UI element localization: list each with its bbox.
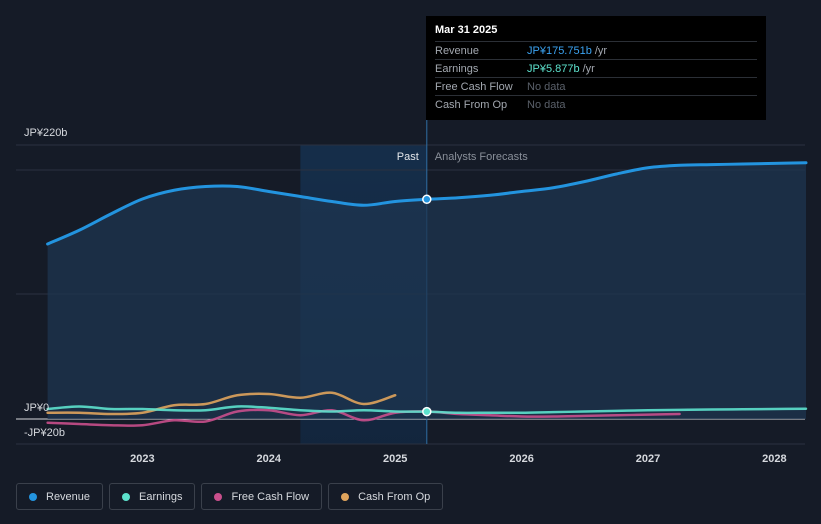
earnings-highlight-point [422,406,432,417]
y-tick-label: -JP¥20b [24,427,65,439]
legend-label: Revenue [46,490,91,503]
legend-item-earnings[interactable]: Earnings [109,483,196,510]
tooltip-row-free-cash-flow: Free Cash Flow No data [435,77,757,95]
revenue-area [47,162,807,419]
tooltip-label: Free Cash Flow [435,80,513,93]
x-tick-label: 2023 [130,453,154,465]
revenue-highlight-point [422,194,432,205]
y-tick-label: JP¥220b [24,127,67,139]
legend: Revenue Earnings Free Cash Flow Cash Fro… [16,483,444,510]
tooltip-row-cash-from-op: Cash From Op No data [435,95,757,113]
x-tick-label: 2025 [383,453,407,465]
free-cash-flow-dot-icon [214,492,223,501]
tooltip-value: No data [527,98,566,111]
tooltip: Mar 31 2025 Revenue JP¥175.751b /yr Earn… [426,16,766,120]
tooltip-unit: /yr [582,62,595,75]
cash-from-op-line [46,391,397,416]
tooltip-label: Revenue [435,44,480,57]
cash-from-op-dot-icon [341,492,350,501]
tooltip-value: JP¥175.751b [527,44,592,57]
y-tick-label: JP¥0 [24,402,49,414]
legend-label: Earnings [139,490,183,503]
tooltip-label: Cash From Op [435,98,508,111]
legend-item-revenue[interactable]: Revenue [16,483,104,510]
x-tick-label: 2028 [762,453,786,465]
forecast-label: Analysts Forecasts [435,151,528,163]
past-label: Past [397,151,419,163]
revenue-dot-icon [29,492,37,501]
legend-label: Cash From Op [358,490,431,503]
legend-label: Free Cash Flow [231,490,310,503]
tooltip-date: Mar 31 2025 [435,24,498,36]
tooltip-value: JP¥5.877b [527,62,580,75]
tooltip-row-earnings: Earnings JP¥5.877b /yr [435,59,757,77]
tooltip-label: Earnings [435,62,479,75]
x-tick-label: 2027 [636,453,660,465]
legend-item-free-cash-flow[interactable]: Free Cash Flow [201,483,323,510]
tooltip-row-revenue: Revenue JP¥175.751b /yr [435,41,757,59]
x-tick-label: 2026 [509,453,533,465]
free-cash-flow-line [46,408,681,427]
tooltip-unit: /yr [594,44,608,57]
tooltip-value: No data [527,80,566,93]
legend-item-cash-from-op[interactable]: Cash From Op [328,483,444,510]
earnings-dot-icon [122,492,131,501]
x-tick-label: 2024 [257,453,282,465]
